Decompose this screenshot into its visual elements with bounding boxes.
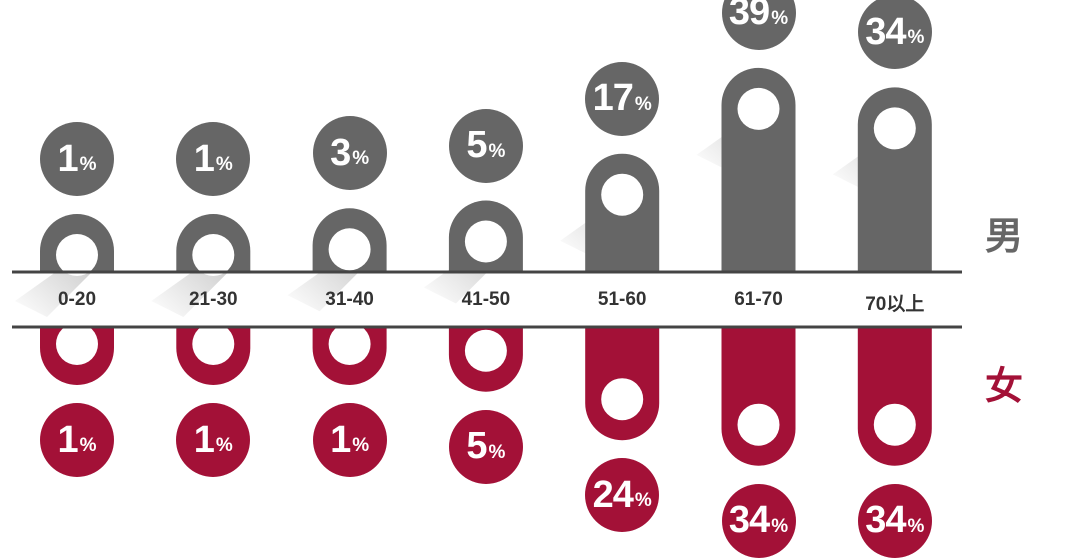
female-bar-knob bbox=[56, 323, 98, 365]
category-label: 31-40 bbox=[325, 289, 374, 310]
female-bar-knob bbox=[192, 323, 235, 365]
category-label: 51-60 bbox=[597, 289, 647, 310]
female-value-label: 34% bbox=[721, 483, 796, 558]
female-bar-knob bbox=[601, 378, 644, 421]
male-bar-knob bbox=[737, 87, 780, 130]
category-label: 70以上 bbox=[865, 294, 925, 315]
male-bar-knob bbox=[601, 173, 644, 216]
male-bar-knob bbox=[328, 228, 371, 271]
female-bar-knob bbox=[464, 329, 507, 372]
male-bar-knob bbox=[56, 234, 98, 276]
female-value-label: 1% bbox=[176, 403, 251, 477]
category-label: 61-70 bbox=[734, 289, 783, 310]
male-bar-knob bbox=[873, 107, 916, 150]
male-value-label: 3% bbox=[312, 116, 387, 191]
female-value-label: 1% bbox=[40, 403, 114, 477]
legend-male: 男 bbox=[985, 214, 1024, 258]
male-value-label: 1% bbox=[40, 122, 114, 196]
female-value-label: 34% bbox=[857, 483, 932, 558]
category-label: 41-50 bbox=[461, 289, 511, 310]
female-bar-knob bbox=[737, 403, 780, 446]
male-bar-knob bbox=[192, 234, 235, 276]
female-value-label: 5% bbox=[448, 409, 523, 484]
female-value-label: 1% bbox=[312, 403, 387, 477]
legend-female: 女 bbox=[985, 364, 1024, 408]
male-bar-knob bbox=[464, 220, 507, 263]
female-value-label: 24% bbox=[585, 458, 660, 533]
category-label: 0-20 bbox=[57, 289, 97, 310]
female-bar-knob bbox=[328, 323, 371, 365]
male-value-label: 1% bbox=[176, 122, 251, 196]
male-value-label: 17% bbox=[585, 61, 660, 136]
female-bar-knob bbox=[873, 403, 916, 446]
male-value-label: 5% bbox=[448, 108, 523, 183]
male-value-label: 34% bbox=[857, 0, 932, 70]
category-label: 21-30 bbox=[188, 289, 238, 310]
male-bar-61-70 bbox=[721, 67, 796, 273]
